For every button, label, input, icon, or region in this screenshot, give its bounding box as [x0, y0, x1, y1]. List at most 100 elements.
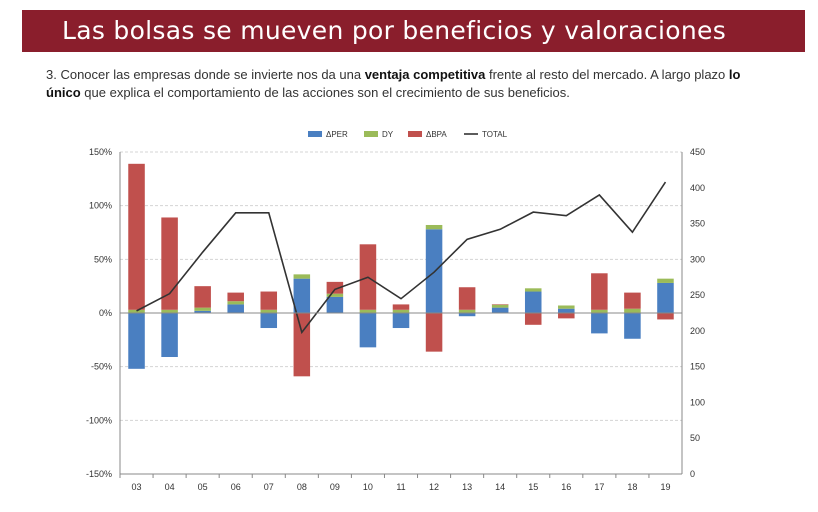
- x-tick-label: 09: [330, 482, 340, 492]
- bar-dy: [425, 224, 443, 230]
- x-tick-label: 13: [462, 482, 472, 492]
- y2-tick-label: 200: [690, 326, 705, 336]
- bar-per: [293, 278, 311, 313]
- bar-dy: [624, 308, 641, 313]
- bar-bpa: [524, 313, 542, 325]
- x-tick-label: 17: [594, 482, 604, 492]
- bar-per: [161, 313, 178, 358]
- y2-tick-label: 250: [690, 290, 705, 300]
- y2-tick-label: 150: [690, 362, 705, 372]
- bar-bpa: [227, 292, 244, 302]
- bar-dy: [128, 309, 145, 313]
- bar-per: [392, 313, 410, 329]
- x-tick-label: 11: [396, 482, 405, 492]
- bar-per: [128, 313, 145, 369]
- y2-tick-label: 450: [690, 147, 705, 157]
- y-tick-label: 150%: [89, 147, 112, 157]
- x-tick-label: 16: [561, 482, 571, 492]
- x-tick-label: 15: [528, 482, 538, 492]
- bar-per: [227, 304, 244, 313]
- bar-dy: [558, 305, 575, 309]
- legend: ΔPER DY ΔBPA TOTAL: [308, 130, 508, 139]
- bar-per: [624, 313, 641, 339]
- x-tick-label: 06: [231, 482, 241, 492]
- page-title: Las bolsas se mueven por beneficios y va…: [62, 16, 727, 45]
- x-tick-label: 08: [297, 482, 307, 492]
- bar-per: [558, 308, 575, 313]
- bar-dy: [392, 309, 410, 313]
- bar-bpa: [458, 287, 476, 310]
- y-tick-label: 50%: [94, 254, 112, 264]
- bar-per: [657, 282, 674, 313]
- bar-dy: [326, 293, 344, 297]
- y2-tick-label: 50: [690, 433, 700, 443]
- intro-bold-2: lo único: [46, 67, 741, 100]
- legend-label: ΔPER: [326, 130, 348, 139]
- total-line-series: [136, 181, 667, 335]
- y-tick-label: -100%: [86, 415, 112, 425]
- intro-text-3: que explica el comportamiento de las acc…: [80, 85, 570, 100]
- legend-label: TOTAL: [482, 130, 508, 139]
- bar-per: [524, 291, 542, 313]
- y-tick-label: 100%: [89, 201, 112, 211]
- bar-per: [359, 313, 377, 348]
- y-tick-label: -150%: [86, 469, 112, 479]
- bar-bpa: [558, 313, 575, 319]
- intro-paragraph: 3. Conocer las empresas donde se inviert…: [46, 66, 766, 102]
- intro-text-1: 3. Conocer las empresas donde se inviert…: [46, 67, 365, 82]
- bar-bpa: [293, 313, 311, 377]
- bar-bpa: [425, 313, 443, 352]
- bar-bpa: [392, 304, 410, 310]
- y-tick-label: 0%: [99, 308, 112, 318]
- y2-tick-label: 0: [690, 469, 695, 479]
- bar-dy: [591, 309, 608, 313]
- x-tick-label: 19: [660, 482, 670, 492]
- bar-dy: [657, 278, 674, 283]
- bar-bpa: [624, 292, 641, 309]
- legend-swatch: [408, 131, 422, 137]
- bar-bpa: [491, 304, 509, 305]
- bar-bpa: [161, 217, 178, 310]
- x-tick-label: 14: [495, 482, 505, 492]
- bar-dy: [260, 309, 278, 313]
- x-tick-label: 04: [165, 482, 175, 492]
- x-tick-label: 12: [429, 482, 439, 492]
- y2-tick-label: 100: [690, 397, 705, 407]
- y-tick-label: -50%: [91, 362, 112, 372]
- bar-per: [591, 313, 608, 334]
- intro-text-2: frente al resto del mercado. A largo pla…: [485, 67, 729, 82]
- page-title-banner: Las bolsas se mueven por beneficios y va…: [22, 10, 805, 52]
- bar-series: [128, 163, 674, 377]
- bar-bpa: [260, 291, 278, 310]
- bar-dy: [491, 304, 509, 308]
- x-tick-label: 05: [198, 482, 208, 492]
- bar-per: [326, 296, 344, 313]
- bar-dy: [227, 301, 244, 305]
- bar-bpa: [326, 281, 344, 294]
- y2-tick-label: 350: [690, 219, 705, 229]
- bar-per: [491, 307, 509, 313]
- legend-label: ΔBPA: [426, 130, 447, 139]
- axes: -150%-100%-50%0%50%100%150%0501001502002…: [86, 147, 705, 492]
- bar-dy: [293, 274, 311, 279]
- bar-bpa: [194, 286, 211, 308]
- bar-dy: [359, 309, 377, 313]
- bar-dy: [194, 307, 211, 311]
- bar-dy: [458, 309, 476, 313]
- total-line: [136, 181, 667, 335]
- bar-bpa: [657, 313, 674, 320]
- legend-label: DY: [382, 130, 394, 139]
- bar-bpa: [591, 273, 608, 310]
- x-tick-label: 18: [627, 482, 637, 492]
- bar-per: [458, 313, 476, 317]
- legend-swatch: [364, 131, 378, 137]
- x-tick-label: 07: [264, 482, 274, 492]
- x-tick-label: 10: [363, 482, 373, 492]
- bar-bpa: [128, 163, 145, 310]
- x-tick-label: 03: [132, 482, 142, 492]
- y2-tick-label: 300: [690, 254, 705, 264]
- intro-bold-1: ventaja competitiva: [364, 67, 486, 82]
- bar-per: [260, 313, 278, 329]
- bar-per: [194, 310, 211, 313]
- bar-dy: [524, 288, 542, 292]
